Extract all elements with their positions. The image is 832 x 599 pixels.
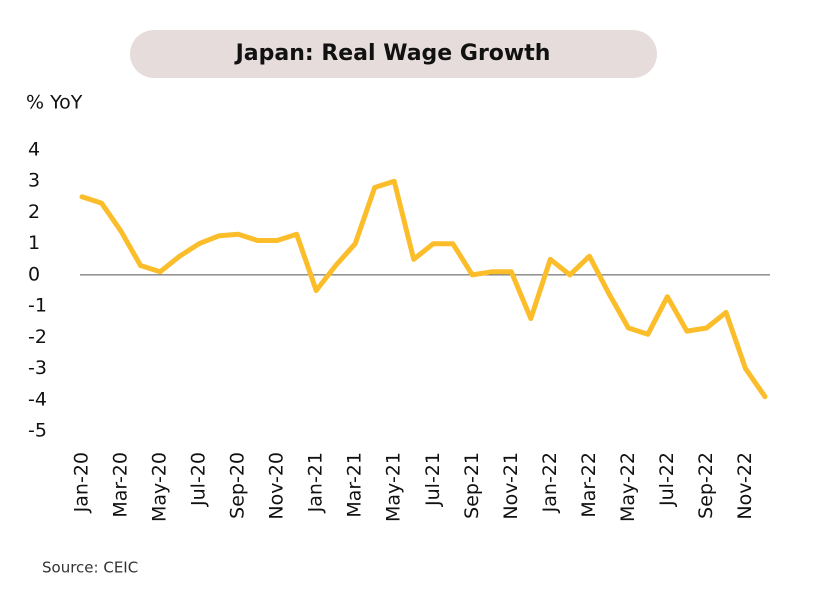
x-tick-label: Jan-22 — [539, 452, 561, 513]
x-tick-label: May-22 — [617, 452, 639, 522]
x-tick-label: May-21 — [383, 452, 405, 522]
x-tick-label: Sep-20 — [227, 452, 249, 519]
x-tick-label: May-20 — [149, 452, 171, 522]
x-tick-label: Nov-21 — [500, 452, 522, 520]
y-axis-label: % YoY — [26, 92, 83, 114]
y-tick-label: -3 — [28, 357, 47, 379]
x-tick-label: Jan-20 — [71, 452, 93, 513]
data-line — [79, 178, 768, 400]
y-tick-label: -5 — [28, 420, 47, 442]
title-pill — [130, 30, 657, 78]
x-tick-label: Nov-22 — [734, 452, 756, 520]
x-tick-label: Jan-21 — [305, 452, 327, 513]
x-tick-label: Sep-22 — [695, 452, 717, 519]
y-tick-label: 3 — [28, 170, 40, 192]
x-tick-label: Sep-21 — [461, 452, 483, 519]
chart-title: Japan: Real Wage Growth — [234, 41, 551, 66]
x-tick-label: Nov-20 — [266, 452, 288, 520]
x-tick-label: Mar-20 — [110, 452, 132, 518]
x-tick-label: Jul-21 — [422, 452, 444, 507]
y-tick-label: 2 — [28, 201, 40, 223]
y-tick-label: 0 — [28, 263, 40, 285]
x-tick-label: Mar-22 — [578, 452, 600, 518]
y-tick-label: 1 — [28, 232, 40, 254]
x-tick-label: Mar-21 — [344, 452, 366, 518]
source-note: Source: CEIC — [42, 559, 138, 577]
y-tick-label: 4 — [28, 139, 40, 161]
y-tick-label: -2 — [28, 326, 47, 348]
y-tick-label: -4 — [28, 388, 47, 410]
x-tick-label: Jul-22 — [656, 452, 678, 507]
y-tick-label: -1 — [28, 295, 47, 317]
x-tick-label: Jul-20 — [188, 452, 210, 507]
